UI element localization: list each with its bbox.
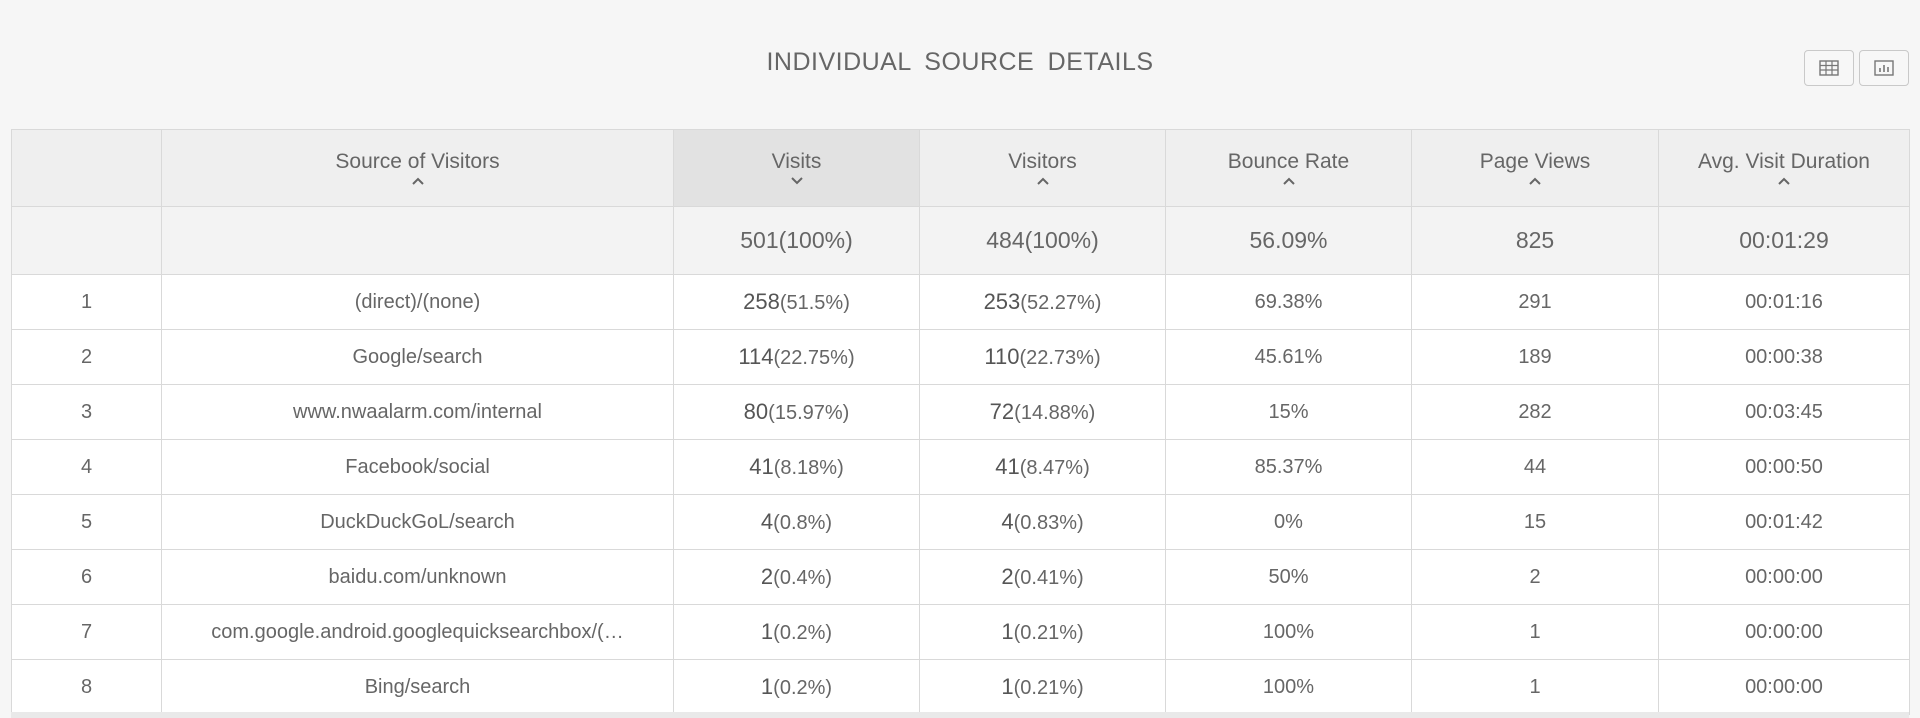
row-page-views: 15 xyxy=(1411,494,1659,550)
column-header-avg-visit-duration[interactable]: Avg. Visit Duration xyxy=(1658,129,1910,207)
row-visitors: 1(0.21%) xyxy=(919,604,1166,660)
column-header-page-views[interactable]: Page Views xyxy=(1411,129,1659,207)
row-source: www.nwaalarm.com/internal xyxy=(161,384,674,440)
table-row: 2 Google/search 114(22.75%) 110(22.73%) … xyxy=(11,329,1910,385)
sort-down-icon[interactable] xyxy=(790,176,804,186)
table-row: 5 DuckDuckGoL/search 4(0.8%) 4(0.83%) 0%… xyxy=(11,494,1910,550)
source-details-table-wrap: Source of Visitors Visits xyxy=(11,129,1910,715)
row-avg-duration: 00:00:50 xyxy=(1658,439,1910,495)
table-icon xyxy=(1819,60,1839,76)
table-row: 3 www.nwaalarm.com/internal 80(15.97%) 7… xyxy=(11,384,1910,440)
summary-avg-duration: 00:01:29 xyxy=(1658,206,1910,275)
column-header-index xyxy=(11,129,162,207)
row-bounce-rate: 85.37% xyxy=(1165,439,1412,495)
row-bounce-rate: 0% xyxy=(1165,494,1412,550)
row-index: 5 xyxy=(11,494,162,550)
row-avg-duration: 00:00:00 xyxy=(1658,659,1910,715)
row-avg-duration: 00:00:00 xyxy=(1658,549,1910,605)
column-header-bounce-rate[interactable]: Bounce Rate xyxy=(1165,129,1412,207)
row-page-views: 1 xyxy=(1411,659,1659,715)
row-visits: 41(8.18%) xyxy=(673,439,920,495)
table-row: 8 Bing/search 1(0.2%) 1(0.21%) 100% 1 00… xyxy=(11,659,1910,715)
summary-row: 501(100%) 484(100%) 56.09% 825 00:01:29 xyxy=(11,206,1910,275)
table-row: 7 com.google.android.googlequicksearchbo… xyxy=(11,604,1910,660)
row-avg-duration: 00:01:16 xyxy=(1658,274,1910,330)
sort-up-icon[interactable] xyxy=(1036,176,1050,186)
summary-visits: 501(100%) xyxy=(673,206,920,275)
row-visits: 2(0.4%) xyxy=(673,549,920,605)
row-bounce-rate: 100% xyxy=(1165,659,1412,715)
row-source: DuckDuckGoL/search xyxy=(161,494,674,550)
row-avg-duration: 00:03:45 xyxy=(1658,384,1910,440)
row-bounce-rate: 45.61% xyxy=(1165,329,1412,385)
row-bounce-rate: 50% xyxy=(1165,549,1412,605)
row-index: 4 xyxy=(11,439,162,495)
row-visits: 1(0.2%) xyxy=(673,604,920,660)
row-bounce-rate: 100% xyxy=(1165,604,1412,660)
row-index: 3 xyxy=(11,384,162,440)
row-visits: 1(0.2%) xyxy=(673,659,920,715)
summary-source-cell xyxy=(161,206,674,275)
row-source: Google/search xyxy=(161,329,674,385)
row-avg-duration: 00:00:38 xyxy=(1658,329,1910,385)
row-visitors: 2(0.41%) xyxy=(919,549,1166,605)
row-index: 7 xyxy=(11,604,162,660)
summary-bounce-rate: 56.09% xyxy=(1165,206,1412,275)
table-header-row: Source of Visitors Visits xyxy=(11,129,1910,207)
sort-up-icon[interactable] xyxy=(1282,176,1296,186)
row-page-views: 2 xyxy=(1411,549,1659,605)
row-visitors: 72(14.88%) xyxy=(919,384,1166,440)
row-visits: 258(51.5%) xyxy=(673,274,920,330)
row-page-views: 44 xyxy=(1411,439,1659,495)
row-visits: 80(15.97%) xyxy=(673,384,920,440)
column-header-visitors[interactable]: Visitors xyxy=(919,129,1166,207)
row-index: 1 xyxy=(11,274,162,330)
row-avg-duration: 00:00:00 xyxy=(1658,604,1910,660)
page-title: INDIVIDUAL SOURCE DETAILS xyxy=(766,48,1154,76)
row-page-views: 1 xyxy=(1411,604,1659,660)
column-header-visits[interactable]: Visits xyxy=(673,129,920,207)
row-page-views: 291 xyxy=(1411,274,1659,330)
column-header-source[interactable]: Source of Visitors xyxy=(161,129,674,207)
sort-up-icon[interactable] xyxy=(1528,176,1542,186)
summary-index-cell xyxy=(11,206,162,275)
summary-visitors: 484(100%) xyxy=(919,206,1166,275)
sort-up-icon[interactable] xyxy=(411,176,425,186)
bar-chart-icon xyxy=(1874,60,1894,76)
row-visitors: 41(8.47%) xyxy=(919,439,1166,495)
row-page-views: 189 xyxy=(1411,329,1659,385)
table-row: 4 Facebook/social 41(8.18%) 41(8.47%) 85… xyxy=(11,439,1910,495)
view-toggle xyxy=(1804,50,1909,86)
row-index: 2 xyxy=(11,329,162,385)
summary-page-views: 825 xyxy=(1411,206,1659,275)
table-row: 6 baidu.com/unknown 2(0.4%) 2(0.41%) 50%… xyxy=(11,549,1910,605)
row-visitors: 110(22.73%) xyxy=(919,329,1166,385)
row-source: (direct)/(none) xyxy=(161,274,674,330)
row-visits: 4(0.8%) xyxy=(673,494,920,550)
row-bounce-rate: 69.38% xyxy=(1165,274,1412,330)
row-avg-duration: 00:01:42 xyxy=(1658,494,1910,550)
row-visitors: 1(0.21%) xyxy=(919,659,1166,715)
row-index: 8 xyxy=(11,659,162,715)
row-page-views: 282 xyxy=(1411,384,1659,440)
chart-view-button[interactable] xyxy=(1859,50,1909,86)
row-visits: 114(22.75%) xyxy=(673,329,920,385)
row-source: baidu.com/unknown xyxy=(161,549,674,605)
table-view-button[interactable] xyxy=(1804,50,1854,86)
source-details-table: Source of Visitors Visits xyxy=(11,129,1910,715)
row-bounce-rate: 15% xyxy=(1165,384,1412,440)
table-row: 1 (direct)/(none) 258(51.5%) 253(52.27%)… xyxy=(11,274,1910,330)
row-visitors: 4(0.83%) xyxy=(919,494,1166,550)
row-source: com.google.android.googlequicksearchbox/… xyxy=(161,604,674,660)
row-index: 6 xyxy=(11,549,162,605)
row-source: Facebook/social xyxy=(161,439,674,495)
row-source: Bing/search xyxy=(161,659,674,715)
table-footer-strip xyxy=(11,712,1909,718)
sort-up-icon[interactable] xyxy=(1777,176,1791,186)
row-visitors: 253(52.27%) xyxy=(919,274,1166,330)
